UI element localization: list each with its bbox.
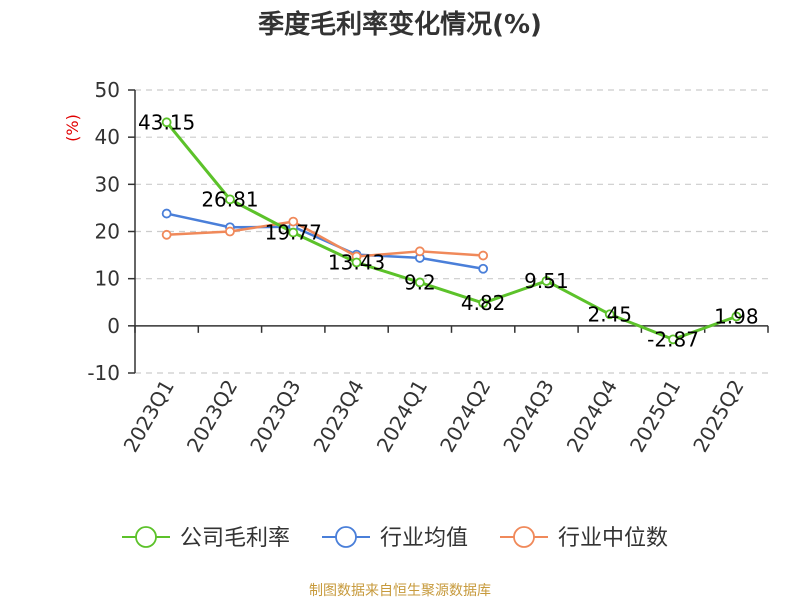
y-axis-unit-label: (%) [63,114,82,142]
data-point [414,246,425,257]
series-line [166,220,484,258]
data-point [161,208,172,219]
data-point [478,298,489,308]
y-tick-label: -10 [87,361,120,385]
data-point [541,276,552,286]
data-point [225,194,235,205]
x-tick-label: 2025Q1 [625,376,685,457]
data-point [225,226,235,237]
legend-label: 行业均值 [380,526,468,551]
series-line [165,121,737,341]
x-tick-label: 2025Q2 [688,376,748,457]
data-point [604,309,615,320]
legend-marker [335,526,357,548]
data-label: 9.2 [404,270,436,294]
data-label: 26.81 [201,187,258,211]
data-label: 4.82 [461,291,506,315]
data-label: 13.43 [328,250,385,274]
x-tick-label: 2024Q3 [498,376,558,457]
legend-label: 行业中位数 [558,526,668,551]
x-tick-label: 2023Q3 [245,376,305,457]
legend: 公司毛利率 行业均值 行业中位数 [122,526,668,551]
data-point [288,227,299,238]
plot-area [161,117,742,345]
data-point [668,334,678,345]
data-point [478,263,489,274]
data-point [288,216,299,227]
data-point [161,229,172,240]
data-label: -2.87 [647,327,699,351]
x-tick-label: 2024Q4 [562,376,622,457]
x-tick-label: 2023Q4 [308,376,368,457]
y-tick-label: 40 [95,125,120,149]
data-label: 1.98 [714,304,759,328]
data-point [414,277,425,288]
legend-marker [513,526,535,548]
data-point [351,257,362,268]
series-line [166,212,484,270]
y-tick-label: 10 [95,267,120,291]
x-tick-label: 2023Q2 [182,376,242,457]
data-point [731,311,742,322]
data-label: 19.77 [265,221,322,245]
data-label: 9.51 [524,269,569,293]
y-tick-label: 30 [95,172,120,196]
source-note: 制图数据来自恒生聚源数据库 [309,583,491,599]
y-tick-label: 50 [95,78,120,102]
legend-label: 公司毛利率 [180,526,290,551]
chart-title: 季度毛利率变化情况(%) [258,9,542,40]
legend-marker [135,526,157,548]
x-tick-label: 2024Q2 [435,376,495,457]
y-tick-label: 20 [95,220,120,244]
y-tick-label: 0 [107,314,120,338]
data-label: 2.45 [587,302,632,326]
data-point [161,117,172,128]
data-point [478,250,489,261]
data-label: 43.15 [138,110,195,134]
x-tick-label: 2023Q1 [119,376,179,457]
x-tick-label: 2024Q1 [372,376,432,457]
